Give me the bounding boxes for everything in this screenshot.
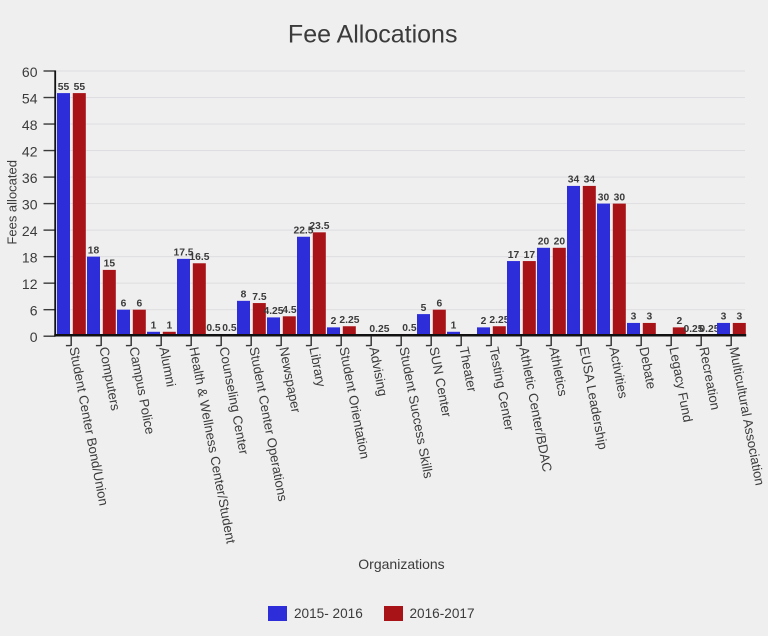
svg-text:8: 8 [241, 290, 247, 301]
svg-text:4.5: 4.5 [282, 305, 297, 316]
svg-text:6: 6 [30, 303, 38, 319]
svg-text:0.25: 0.25 [369, 324, 389, 335]
svg-text:4.25: 4.25 [263, 306, 283, 317]
svg-text:42: 42 [22, 144, 38, 160]
svg-text:1: 1 [451, 321, 457, 332]
svg-text:1: 1 [151, 321, 157, 332]
svg-text:30: 30 [22, 197, 38, 213]
svg-text:Organizations: Organizations [358, 556, 444, 572]
svg-text:3: 3 [647, 312, 653, 323]
svg-text:0.25: 0.25 [699, 324, 719, 335]
svg-text:48: 48 [22, 117, 38, 133]
svg-text:17: 17 [508, 250, 520, 261]
svg-text:54: 54 [22, 91, 38, 107]
svg-text:17: 17 [524, 250, 536, 261]
svg-text:1: 1 [167, 321, 173, 332]
svg-text:6: 6 [121, 298, 127, 309]
svg-text:3: 3 [721, 312, 727, 323]
svg-text:2016-2017: 2016-2017 [410, 606, 475, 621]
svg-text:0.5: 0.5 [206, 323, 221, 334]
svg-text:6: 6 [137, 298, 143, 309]
svg-text:6: 6 [437, 298, 443, 309]
svg-text:34: 34 [584, 175, 596, 186]
svg-text:2: 2 [331, 316, 337, 327]
svg-text:36: 36 [22, 170, 38, 186]
svg-text:30: 30 [614, 192, 626, 203]
svg-text:2: 2 [481, 316, 487, 327]
svg-text:0.5: 0.5 [402, 323, 417, 334]
svg-text:5: 5 [421, 303, 427, 314]
svg-text:55: 55 [58, 82, 70, 93]
svg-text:60: 60 [22, 64, 38, 80]
svg-text:23.5: 23.5 [309, 221, 329, 232]
svg-text:16.5: 16.5 [189, 252, 209, 263]
svg-text:2015- 2016: 2015- 2016 [294, 606, 363, 621]
svg-text:Fee Allocations: Fee Allocations [288, 21, 458, 49]
svg-text:18: 18 [88, 245, 100, 256]
svg-text:3: 3 [737, 312, 743, 323]
svg-text:0.5: 0.5 [222, 323, 237, 334]
svg-text:15: 15 [104, 259, 116, 270]
svg-text:7.5: 7.5 [252, 292, 267, 303]
svg-text:2.25: 2.25 [489, 315, 509, 326]
svg-text:3: 3 [631, 312, 637, 323]
svg-text:30: 30 [598, 192, 610, 203]
svg-text:Fees allocated: Fees allocated [4, 160, 19, 245]
svg-text:2.25: 2.25 [339, 315, 359, 326]
svg-text:24: 24 [22, 223, 38, 239]
svg-text:55: 55 [74, 82, 86, 93]
svg-text:0: 0 [30, 329, 38, 345]
svg-text:20: 20 [554, 237, 566, 248]
svg-text:2: 2 [677, 316, 683, 327]
svg-text:12: 12 [22, 276, 38, 292]
svg-text:20: 20 [538, 237, 550, 248]
svg-text:34: 34 [568, 175, 580, 186]
svg-text:18: 18 [22, 250, 38, 266]
